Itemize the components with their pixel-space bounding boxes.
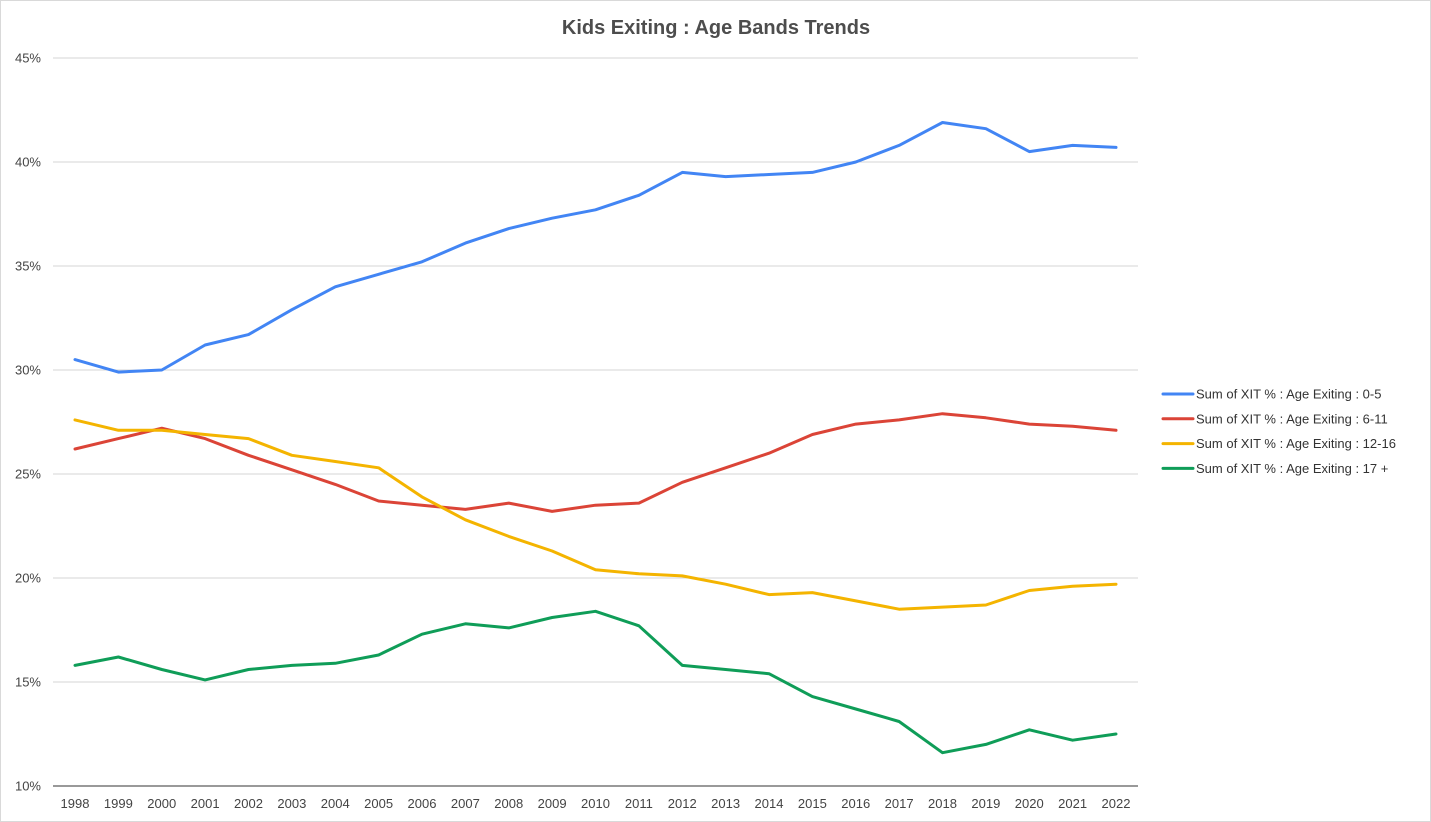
legend-item: Sum of XIT % : Age Exiting : 0-5 <box>1161 387 1381 402</box>
x-tick-label: 2021 <box>1058 796 1087 811</box>
y-tick-label: 25% <box>15 467 41 482</box>
legend-item: Sum of XIT % : Age Exiting : 6-11 <box>1161 411 1388 426</box>
y-tick-label: 10% <box>15 779 41 794</box>
y-tick-label: 35% <box>15 259 41 274</box>
x-tick-label: 1999 <box>104 796 133 811</box>
x-tick-label: 2017 <box>885 796 914 811</box>
legend-label: Sum of XIT % : Age Exiting : 0-5 <box>1196 387 1381 402</box>
x-tick-label: 2018 <box>928 796 957 811</box>
legend-item: Sum of XIT % : Age Exiting : 17 + <box>1161 461 1388 476</box>
x-tick-label: 2022 <box>1102 796 1131 811</box>
x-axis: 1998 1999 2000 2001 2002 2003 2004 2005 2006 2007… <box>53 785 1138 811</box>
y-tick-label: 30% <box>15 363 41 378</box>
x-tick-label: 2010 <box>581 796 610 811</box>
series-line-2 <box>73 418 1118 611</box>
y-tick-label: 15% <box>15 675 41 690</box>
gridlines <box>53 57 1138 683</box>
y-tick-label: 45% <box>15 51 41 66</box>
x-tick-label: 2005 <box>364 796 393 811</box>
x-tick-label: 2012 <box>668 796 697 811</box>
x-tick-label: 2019 <box>971 796 1000 811</box>
y-tick-label: 40% <box>15 155 41 170</box>
x-tick-label: 2020 <box>1015 796 1044 811</box>
y-axis: 10% 15% 20% 25% 30% 35% 40% 45% <box>15 51 41 794</box>
x-tick-label: 2015 <box>798 796 827 811</box>
x-tick-label: 2011 <box>625 796 653 811</box>
x-tick-label: 2001 <box>191 796 220 811</box>
x-tick-label: 2009 <box>538 796 567 811</box>
x-tick-label: 2014 <box>755 796 784 811</box>
x-tick-label: 2016 <box>841 796 870 811</box>
chart-title: Kids Exiting : Age Bands Trends <box>562 17 870 39</box>
x-tick-label: 2013 <box>711 796 740 811</box>
legend-item: Sum of XIT % : Age Exiting : 12-16 <box>1161 436 1396 451</box>
legend-label: Sum of XIT % : Age Exiting : 17 + <box>1196 461 1388 476</box>
legend-label: Sum of XIT % : Age Exiting : 12-16 <box>1196 436 1396 451</box>
x-tick-label: 2007 <box>451 796 480 811</box>
x-tick-label: 2002 <box>234 796 263 811</box>
series-line-1 <box>73 412 1118 513</box>
x-tick-label: 2008 <box>494 796 523 811</box>
x-tick-label: 2003 <box>277 796 306 811</box>
x-tick-label: 2000 <box>147 796 176 811</box>
legend: Sum of XIT % : Age Exiting : 0-5 Sum of X… <box>1161 387 1396 476</box>
series-lines <box>73 121 1118 755</box>
x-tick-label: 1998 <box>61 796 90 811</box>
legend-label: Sum of XIT % : Age Exiting : 6-11 <box>1196 411 1388 426</box>
series-line-0 <box>73 121 1118 374</box>
x-tick-label: 2006 <box>408 796 437 811</box>
y-tick-label: 20% <box>15 571 41 586</box>
x-tick-label: 2004 <box>321 796 350 811</box>
series-line-3 <box>73 609 1118 755</box>
